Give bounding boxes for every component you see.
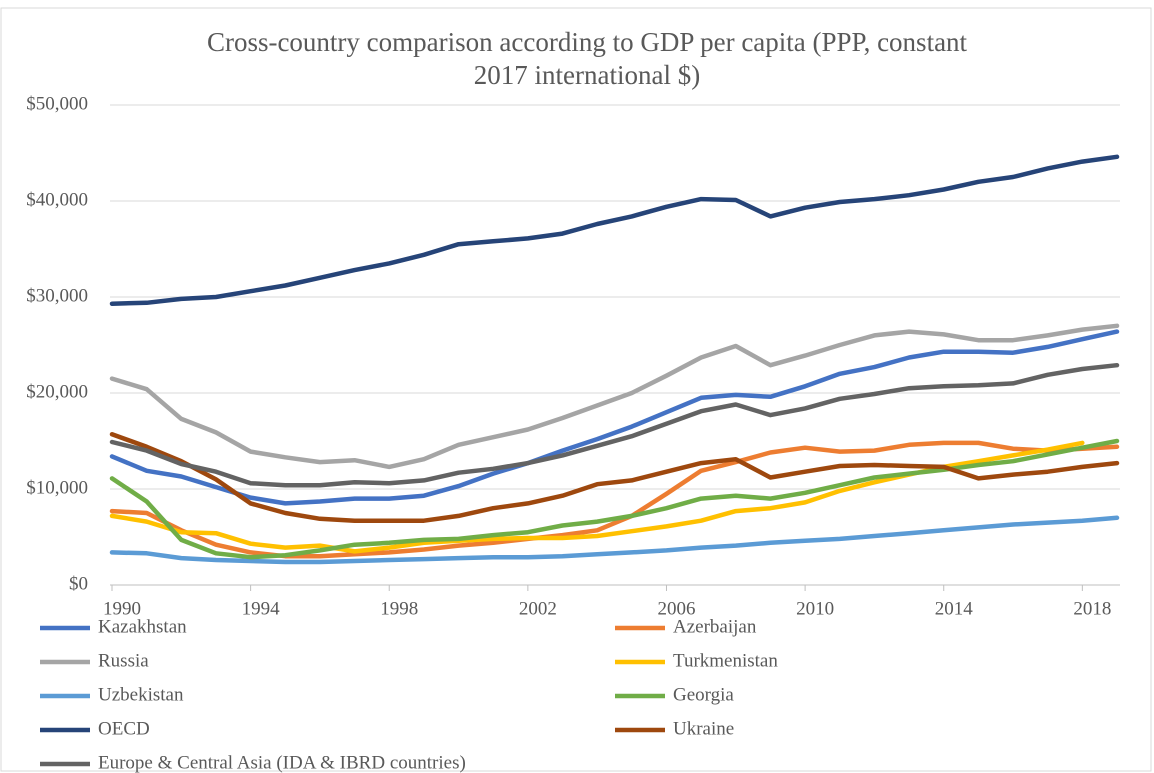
legend-label: Uzbekistan: [98, 684, 184, 705]
y-tick-label: $10,000: [26, 477, 88, 498]
series-line: [109, 323, 1120, 470]
x-tick-label: 1998: [380, 598, 418, 619]
series-line: [109, 329, 1120, 506]
series-line: [109, 154, 1120, 306]
x-tick-label: 2018: [1073, 598, 1111, 619]
legend-label: Europe & Central Asia (IDA & IBRD countr…: [98, 752, 466, 773]
x-tick-label: 2010: [796, 598, 834, 619]
y-tick-label: $20,000: [26, 381, 88, 402]
y-tick-label: $40,000: [26, 189, 88, 210]
series-line: [109, 362, 1120, 488]
x-tick-label: 1990: [103, 598, 141, 619]
chart-title: Cross-country comparison according to GD…: [206, 27, 968, 90]
series-line: [109, 515, 1120, 565]
legend-label: Turkmenistan: [673, 650, 778, 671]
x-tick-label: 1994: [242, 598, 281, 619]
series-line: [109, 432, 1120, 523]
legend-label: Kazakhstan: [98, 616, 187, 637]
legend-label: Azerbaijan: [673, 616, 757, 637]
legend-label: Ukraine: [673, 718, 734, 739]
y-tick-label: $50,000: [26, 93, 88, 114]
x-tick-label: 2006: [657, 598, 695, 619]
y-tick-label: $30,000: [26, 285, 88, 306]
legend-label: OECD: [98, 718, 150, 739]
chart-border: [0, 7, 1152, 772]
legend-label: Russia: [98, 650, 149, 671]
x-tick-label: 2002: [519, 598, 557, 619]
y-tick-label: $0: [69, 573, 88, 594]
legend-label: Georgia: [673, 684, 734, 705]
x-tick-label: 2014: [935, 598, 974, 619]
